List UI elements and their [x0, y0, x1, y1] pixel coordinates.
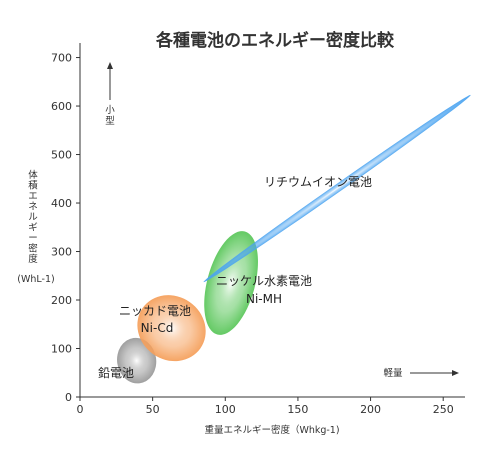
- region-label-4: リチウムイオン電池: [264, 175, 372, 189]
- region-label-2: Ni-Cd: [141, 321, 174, 335]
- x-axis-title: 重量エネルギー密度（Whkg-1): [204, 424, 339, 436]
- x-tick-label: 0: [77, 403, 84, 416]
- region-label-1: 鉛電池: [98, 366, 134, 380]
- axes: 0 50 100 150 200 250 0 100 200 300 400 500 600 700 重量エ…: [17, 43, 465, 436]
- y-tick-label: 700: [51, 52, 72, 65]
- region-labels: 鉛電池 ニッカド電池 Ni-Cd ニッケル水素電池 Ni-MH リチウムイオン電池: [98, 175, 372, 380]
- y-tick-label: 400: [51, 197, 72, 210]
- region-label-3: Ni-MH: [246, 292, 282, 306]
- region-2: [137, 295, 206, 362]
- small-arrow-head: [107, 62, 113, 69]
- y-tick-label: 100: [51, 343, 72, 356]
- region-3: [204, 231, 258, 335]
- y-axis-title: 体積エネルギー密度: [28, 169, 38, 265]
- y-tick-label: 500: [51, 149, 72, 162]
- light-arrow-head: [452, 370, 459, 376]
- x-tick-label: 50: [146, 403, 160, 416]
- light-label: 軽量: [383, 368, 403, 379]
- y-axis-unit: (WhL-1): [17, 274, 54, 285]
- y-tick-label: 0: [65, 391, 72, 404]
- y-tick-label: 200: [51, 294, 72, 307]
- region-label-3: ニッケル水素電池: [216, 274, 312, 288]
- chart-title: 各種電池のエネルギー密度比較: [155, 30, 395, 51]
- y-tick-label: 600: [51, 100, 72, 113]
- y-tick-label: 300: [51, 246, 72, 259]
- x-tick-label: 100: [215, 403, 236, 416]
- small-label: 小型: [105, 105, 115, 127]
- x-tick-label: 150: [287, 403, 308, 416]
- x-tick-label: 250: [433, 403, 454, 416]
- x-tick-label: 200: [360, 403, 381, 416]
- battery-regions: [117, 94, 471, 384]
- region-label-2: ニッカド電池: [119, 304, 191, 318]
- region-4: [203, 94, 471, 283]
- region-1: [117, 337, 157, 384]
